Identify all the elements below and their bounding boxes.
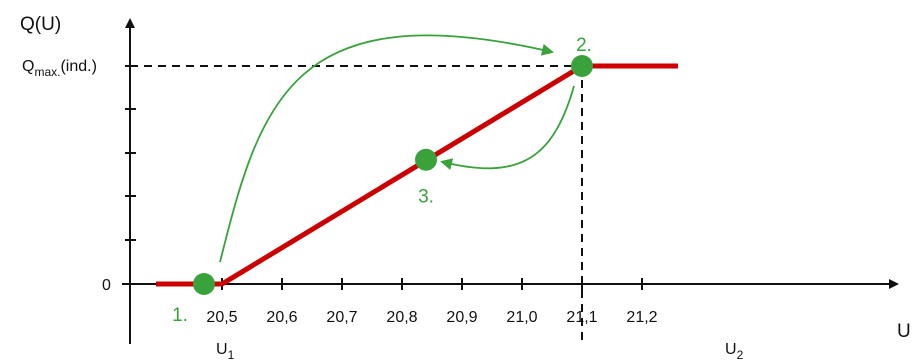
transition-arrow-2-to-3	[440, 85, 575, 170]
x-tick-label: 20,9	[446, 309, 477, 326]
u2-label: U2	[725, 341, 744, 362]
x-tick-label: 21,0	[506, 309, 537, 326]
state-point	[193, 273, 215, 295]
u1-label: U1	[216, 341, 235, 362]
x-tick-label: 20,5	[206, 309, 237, 326]
state-point-label: 1.	[172, 305, 188, 326]
state-point-label: 3.	[418, 187, 434, 208]
y-tick-label-qmax: Qmax.(ind.)	[22, 58, 97, 79]
x-tick-label: 20,6	[266, 309, 297, 326]
x-tick-label: 20,7	[326, 309, 357, 326]
x-axis-title: U	[897, 321, 911, 342]
x-tick-label: 21,1	[566, 309, 597, 326]
state-point-label: 2.	[576, 35, 592, 56]
transition-arrow-1-to-2	[219, 34, 554, 263]
x-tick-label: 21,2	[626, 309, 657, 326]
state-point	[571, 55, 593, 77]
y-tick-label-zero: 0	[102, 277, 111, 294]
q-u-curve	[156, 63, 678, 287]
y-axis-title: Q(U)	[20, 14, 61, 35]
state-point	[415, 148, 437, 171]
x-tick-label: 20,8	[386, 309, 417, 326]
